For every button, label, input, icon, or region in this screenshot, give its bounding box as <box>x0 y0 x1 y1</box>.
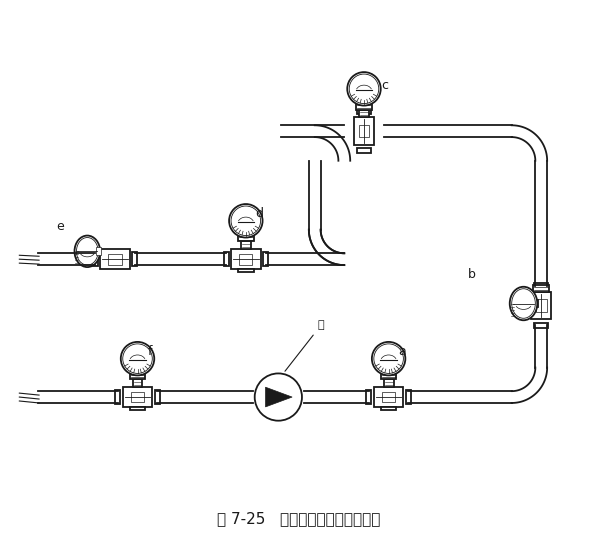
Circle shape <box>231 206 261 236</box>
Ellipse shape <box>510 287 537 320</box>
Bar <box>123 387 152 407</box>
Bar <box>381 373 397 379</box>
Circle shape <box>374 344 403 373</box>
Bar <box>238 234 254 242</box>
Circle shape <box>255 373 302 421</box>
Bar <box>406 390 411 404</box>
Bar <box>132 252 137 266</box>
Bar <box>241 242 251 249</box>
Bar <box>356 103 372 109</box>
Bar <box>367 390 371 404</box>
Text: c: c <box>382 79 389 92</box>
Bar <box>129 373 146 379</box>
Ellipse shape <box>512 289 536 318</box>
Bar <box>530 300 539 307</box>
Bar <box>381 407 397 410</box>
Text: d: d <box>256 207 264 220</box>
Text: 泵: 泵 <box>285 320 324 371</box>
Text: a: a <box>398 345 406 358</box>
Polygon shape <box>265 387 292 407</box>
Bar <box>384 379 394 387</box>
Bar <box>354 118 374 145</box>
Bar <box>534 323 548 327</box>
Text: f: f <box>147 345 152 358</box>
Bar <box>239 254 253 264</box>
Bar <box>132 379 143 387</box>
Bar <box>359 109 369 118</box>
Bar <box>263 252 268 266</box>
Circle shape <box>347 72 381 106</box>
Bar <box>131 392 144 403</box>
Bar <box>374 387 403 407</box>
Bar <box>382 392 395 403</box>
Bar <box>531 292 551 319</box>
Bar <box>238 269 254 272</box>
Bar <box>108 254 122 264</box>
Circle shape <box>372 342 406 375</box>
Text: e: e <box>56 220 63 233</box>
Ellipse shape <box>77 238 98 265</box>
Bar <box>533 285 549 292</box>
Bar <box>155 390 160 404</box>
Text: b: b <box>467 268 475 281</box>
Text: 图 7-25   电磁流量传感器安装位置: 图 7-25 电磁流量传感器安装位置 <box>217 511 381 526</box>
Bar <box>116 390 120 404</box>
Bar <box>91 248 99 255</box>
Bar <box>93 252 98 266</box>
Circle shape <box>349 74 379 103</box>
Bar <box>536 299 547 312</box>
Bar <box>359 125 370 138</box>
Bar <box>223 252 229 266</box>
Circle shape <box>229 204 262 238</box>
Bar <box>96 248 101 255</box>
Circle shape <box>121 342 155 375</box>
Bar <box>129 407 146 410</box>
Bar <box>357 149 371 153</box>
Ellipse shape <box>74 236 100 267</box>
Bar <box>534 283 548 288</box>
Bar <box>357 109 371 114</box>
Circle shape <box>123 344 152 373</box>
Bar <box>100 249 129 269</box>
Bar <box>231 249 261 269</box>
